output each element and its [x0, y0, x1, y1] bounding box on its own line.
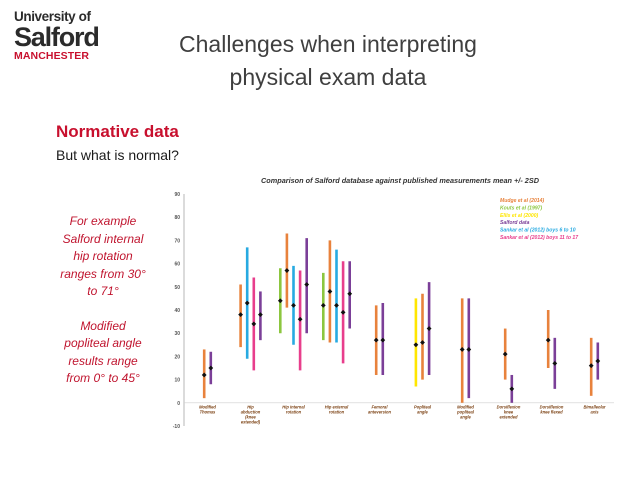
mean-marker: [552, 360, 558, 366]
mean-marker: [426, 326, 432, 331]
note-line: results range: [68, 353, 138, 368]
chart-title: Comparison of Salford database against p…: [261, 176, 540, 185]
comparison-chart: Comparison of Salford database against p…: [173, 176, 614, 430]
y-tick-label: -10: [173, 424, 180, 430]
mean-marker: [291, 302, 296, 308]
question-text: But what is normal?: [56, 147, 179, 163]
mean-marker: [238, 312, 243, 318]
y-tick-label: 90: [174, 192, 180, 198]
note-line: Modified: [80, 318, 126, 333]
mean-marker: [327, 289, 333, 294]
mean-marker: [258, 312, 263, 318]
x-category-label: Dorsiflexion knee flexed: [540, 405, 564, 415]
note-line: Salford internal: [62, 231, 144, 246]
mean-marker: [502, 351, 508, 357]
mean-marker: [340, 309, 346, 315]
y-tick-label: 10: [174, 378, 180, 384]
x-category-label: Hip internal rotation: [282, 405, 305, 415]
mean-marker: [297, 316, 303, 322]
mean-marker: [466, 347, 472, 352]
subheading: Normative data: [56, 122, 179, 141]
example-note: For example Salford internal hip rotatio…: [52, 213, 154, 388]
mean-marker: [459, 347, 465, 352]
y-tick-label: 20: [174, 354, 180, 360]
mean-marker: [373, 337, 379, 343]
y-tick-label: 70: [174, 238, 180, 244]
legend-entry: Kouts et al (1997): [500, 205, 542, 211]
x-category-label: Hip external rotation: [325, 405, 349, 415]
mean-marker: [277, 298, 283, 304]
slide-title: Challenges when interpreting physical ex…: [118, 28, 538, 94]
mean-marker: [334, 302, 339, 308]
y-tick-label: 80: [174, 215, 180, 221]
y-tick-label: 50: [174, 285, 180, 291]
mean-marker: [595, 358, 601, 364]
mean-marker: [320, 302, 326, 308]
note-line: hip rotation: [73, 249, 133, 263]
y-tick-label: 60: [174, 262, 180, 268]
mean-marker: [347, 291, 353, 297]
y-tick-label: 0: [177, 401, 180, 407]
x-category-label: Femoral anteversion: [368, 405, 391, 415]
logo-line-manchester: MANCHESTER: [14, 50, 90, 62]
mean-marker: [244, 300, 250, 306]
legend-entry: Ellis et al (2000): [500, 213, 539, 219]
mean-marker: [545, 337, 551, 343]
logo-line-salford: Salford: [14, 22, 100, 52]
mean-marker: [509, 386, 515, 392]
mean-marker: [380, 337, 386, 343]
legend-entry: Salford data: [500, 220, 530, 226]
legend-entry: Mudge et al (2014): [500, 198, 544, 204]
logo-line-university: University of: [14, 9, 91, 24]
note-line: to 71°: [87, 284, 119, 298]
slide-title-line-1: Challenges when interpreting: [179, 31, 477, 57]
x-category-label: Dorsiflexion knee extended: [497, 405, 521, 420]
x-category-label: Popliteal angle: [414, 405, 432, 415]
note-line: popliteal angle: [64, 336, 142, 350]
note-line: ranges from 30°: [60, 266, 146, 281]
mean-marker: [201, 372, 207, 378]
legend-entry: Sankar et al (2012) boys 6 to 10: [500, 228, 576, 234]
slide-title-line-2: physical exam data: [229, 64, 427, 90]
note-line: For example: [69, 214, 137, 228]
mean-marker: [304, 282, 310, 287]
mean-marker: [413, 342, 419, 348]
y-tick-label: 40: [174, 308, 180, 314]
note-line: from 0° to 45°: [66, 371, 140, 385]
x-category-label: Modified popliteal angle: [456, 405, 475, 420]
y-tick-label: 30: [174, 331, 180, 337]
mean-marker: [588, 363, 594, 369]
mean-marker: [208, 365, 214, 371]
mean-marker: [251, 321, 257, 327]
mean-marker: [284, 268, 290, 273]
legend-entry: Sankar et al (2012) boys 11 to 17: [500, 235, 579, 241]
mean-marker: [420, 340, 425, 345]
x-category-label: Hip abduction (knee extended): [241, 405, 261, 425]
x-category-label: Modified Thomas: [199, 405, 216, 415]
university-logo: University of Salford MANCHESTER: [14, 9, 124, 63]
x-category-label: Bimalleolar axis: [583, 405, 605, 415]
